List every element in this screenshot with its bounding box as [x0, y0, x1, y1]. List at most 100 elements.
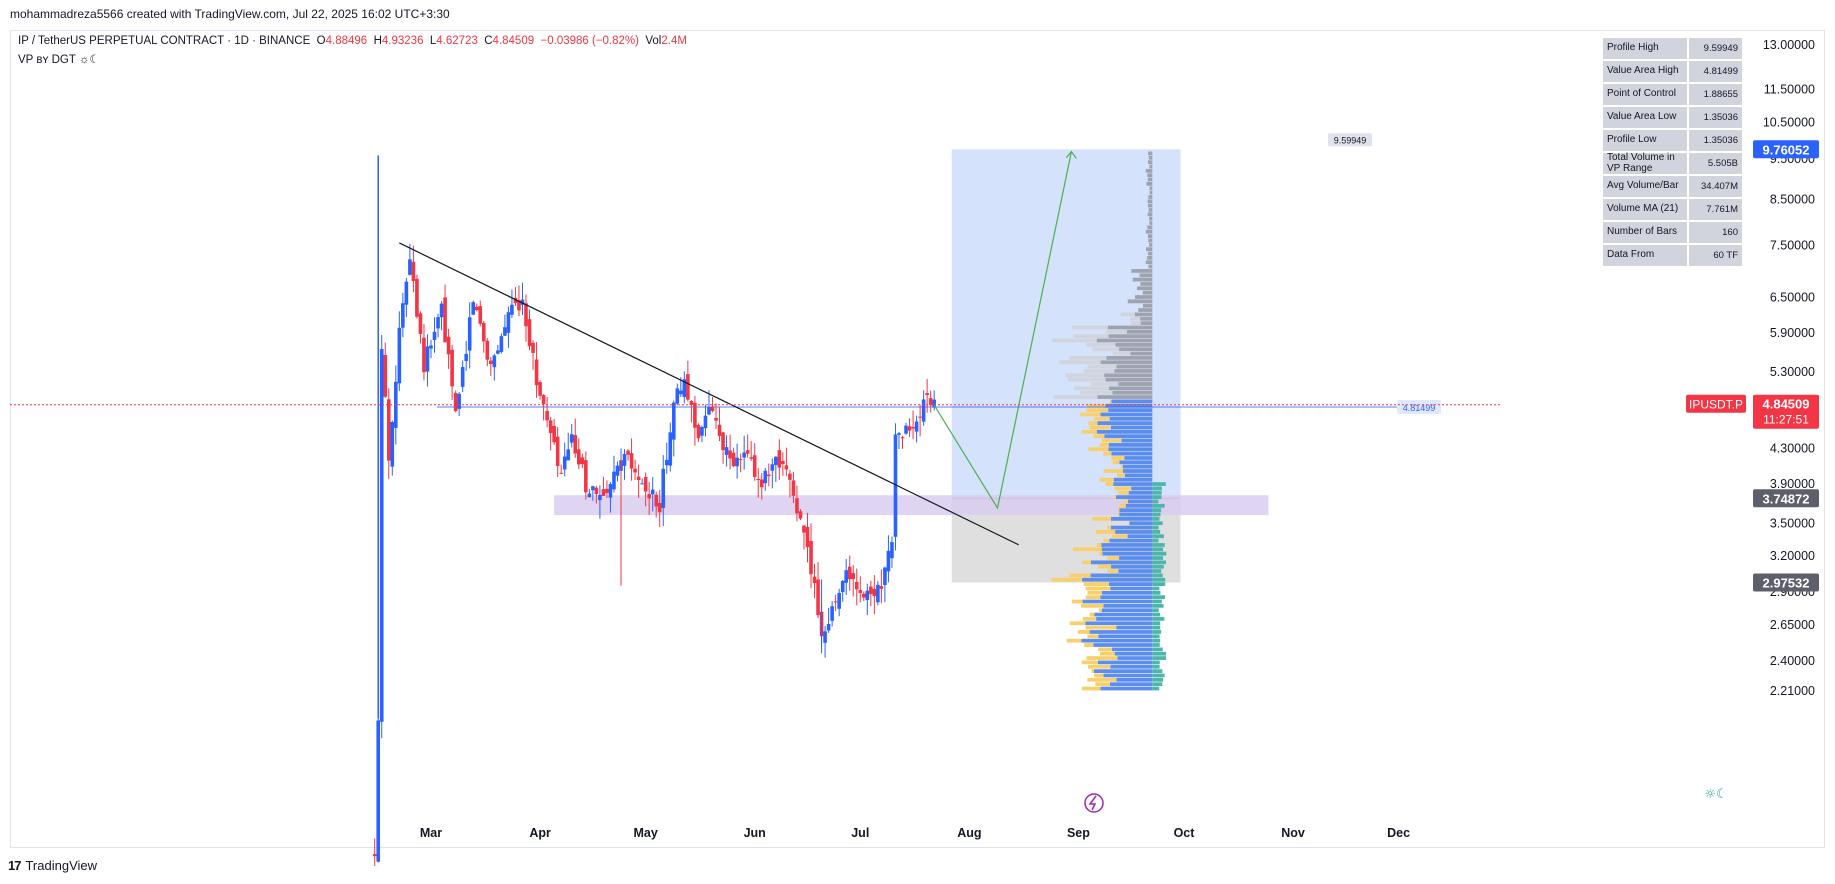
vp-bar	[1152, 551, 1167, 556]
candle-body	[559, 472, 563, 474]
vp-bar	[1084, 643, 1094, 647]
lightning-icon[interactable]	[1084, 793, 1104, 813]
candle-body	[833, 601, 838, 603]
projection-arrowhead	[1065, 150, 1077, 159]
vp-bar	[1147, 173, 1153, 178]
candle-body	[485, 340, 490, 360]
symbol-price-tag-label: IPUSDT.P	[1689, 398, 1743, 412]
vp-bar	[1088, 664, 1111, 669]
vp-bar	[1100, 651, 1115, 656]
vp-bar	[1132, 277, 1153, 282]
vp-bar	[1152, 538, 1159, 543]
symbol-name[interactable]: IP / TetherUS PERPETUAL CONTRACT · 1D · …	[18, 35, 311, 47]
vp-bar	[1109, 399, 1112, 404]
vp-bar	[1097, 395, 1153, 399]
vp-bar	[1152, 547, 1164, 552]
vp-bar	[1087, 677, 1117, 682]
vp-bar	[1066, 638, 1082, 643]
volume-profile-stats-table: Profile High 9.59949 Value Area High 4.8149…	[1601, 36, 1744, 268]
vp-bar	[1074, 386, 1109, 391]
candle-body	[809, 540, 813, 575]
vp-bar	[1107, 525, 1111, 530]
vp-bar	[1152, 603, 1164, 608]
vp-bar	[1082, 560, 1091, 565]
vp-bar	[1107, 556, 1120, 560]
candle-body	[876, 584, 880, 603]
vp-bar	[1085, 595, 1101, 600]
candle-body	[756, 478, 761, 480]
stats-value: 1.88655	[1689, 84, 1742, 105]
stats-value: 60 TF	[1689, 245, 1742, 266]
candle-body	[798, 511, 803, 519]
candles	[372, 155, 936, 866]
vp-bar	[1109, 416, 1153, 421]
vp-bar	[1108, 443, 1153, 447]
x-tick-label: Jun	[744, 826, 766, 840]
profile-high-tag	[1328, 133, 1372, 147]
vp-bar	[1102, 551, 1153, 556]
candle-body	[932, 399, 936, 408]
vp-bar	[1152, 621, 1161, 626]
vp-bar	[1110, 664, 1153, 669]
candle-body	[436, 317, 440, 329]
stats-value: 9.59949	[1689, 38, 1742, 59]
stats-row: Number of Bars 160	[1603, 222, 1742, 243]
vp-bar	[1111, 399, 1153, 404]
vp-bar	[1093, 643, 1153, 647]
vp-bar	[1124, 473, 1153, 478]
projection-path	[933, 151, 1072, 510]
vp-bar	[1152, 612, 1161, 617]
vp-bar	[1127, 499, 1153, 504]
candle-body	[763, 470, 768, 484]
indicator-legend[interactable]: VP ʙʏ DGT ☼☾	[18, 54, 100, 66]
vp-bar	[1149, 221, 1153, 225]
vp-bar	[1147, 225, 1153, 230]
vp-bar	[1117, 508, 1120, 513]
vp-bar	[1152, 569, 1162, 573]
candle-body	[647, 494, 651, 499]
vp-bar	[1067, 377, 1106, 382]
candle-body	[861, 593, 866, 598]
vp-bar	[1116, 495, 1153, 499]
candle-body	[411, 261, 416, 282]
vp-bar	[1110, 425, 1153, 430]
candle-body	[408, 259, 412, 275]
candle-body	[576, 449, 581, 465]
candle-body	[605, 488, 609, 494]
candle-body	[534, 359, 539, 386]
candle-body	[379, 349, 384, 722]
vp-bar	[1142, 290, 1153, 295]
vp-bar	[1152, 499, 1159, 504]
candle-body	[664, 459, 669, 466]
vp-bar	[1089, 630, 1153, 634]
vp-bar	[1140, 316, 1153, 321]
candle-body	[668, 432, 673, 466]
candle-body	[826, 623, 831, 631]
candle-body	[513, 298, 518, 304]
vp-bar	[1126, 329, 1153, 334]
vp-bar	[1098, 564, 1112, 569]
vp-bar	[1152, 608, 1159, 613]
high-label: H	[373, 35, 382, 47]
candle-body	[731, 452, 736, 467]
vp-bar	[1094, 612, 1153, 617]
candle-body	[823, 631, 827, 643]
last-price-value: 4.84509	[1763, 397, 1810, 412]
candle-body	[499, 336, 504, 352]
vp-bar	[1096, 429, 1153, 434]
vp-bar	[1101, 438, 1122, 443]
vp-bar	[1089, 425, 1111, 430]
footer-branding: 17 TradingView	[8, 858, 97, 873]
stats-value: 1.35036	[1689, 107, 1742, 128]
vp-bar	[1119, 347, 1153, 352]
vp-bar	[1085, 586, 1111, 591]
x-tick-label: Oct	[1174, 826, 1196, 840]
vp-bar	[1089, 612, 1095, 617]
vp-bar	[1053, 395, 1098, 399]
x-tick-label: Jul	[851, 826, 869, 840]
x-tick-label: Sep	[1067, 826, 1090, 840]
trendline	[399, 242, 1019, 546]
candle-body	[643, 476, 648, 492]
vp-bar	[1088, 447, 1109, 452]
